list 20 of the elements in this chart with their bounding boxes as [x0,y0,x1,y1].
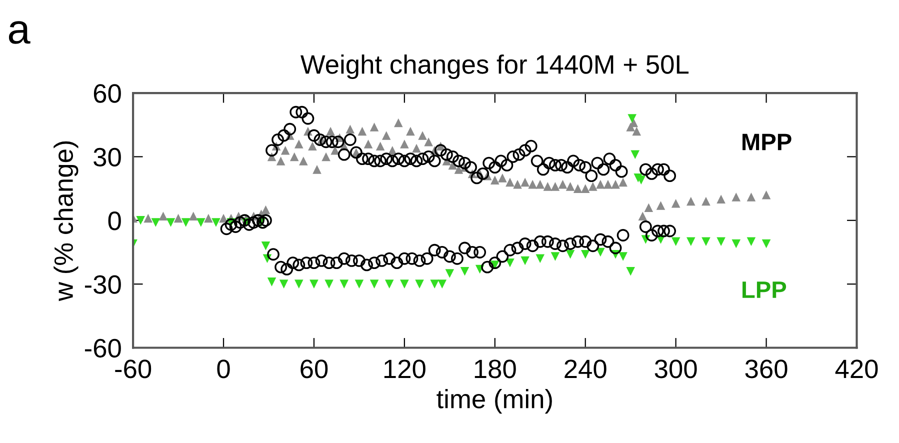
x-tick-label: 240 [564,360,606,378]
y-tick-label: 0 [108,212,121,230]
x-tick-label: 300 [654,360,697,378]
y-axis-title: w (% change) [54,141,78,302]
y-tick-label: 30 [94,148,121,167]
annotation: LPP [742,282,786,298]
x-tick-label: -60 [115,360,152,378]
x-tick-label: 420 [835,360,878,378]
x-tick-label: 360 [745,360,788,378]
text: a [8,21,30,44]
x-tick-label: 60 [300,360,328,378]
x-tick-label: 120 [384,360,426,378]
y-tick-label: -60 [84,338,121,358]
chart-title: Weight changes for 1440M + 50L [300,54,689,80]
y-tick-label: 60 [94,84,121,103]
y-tick-label: -30 [84,275,121,294]
annotation: MPP [742,134,792,150]
x-axis-title: time (min) [436,389,552,414]
x-tick-label: 180 [474,360,516,378]
x-tick-label: 0 [217,360,230,378]
